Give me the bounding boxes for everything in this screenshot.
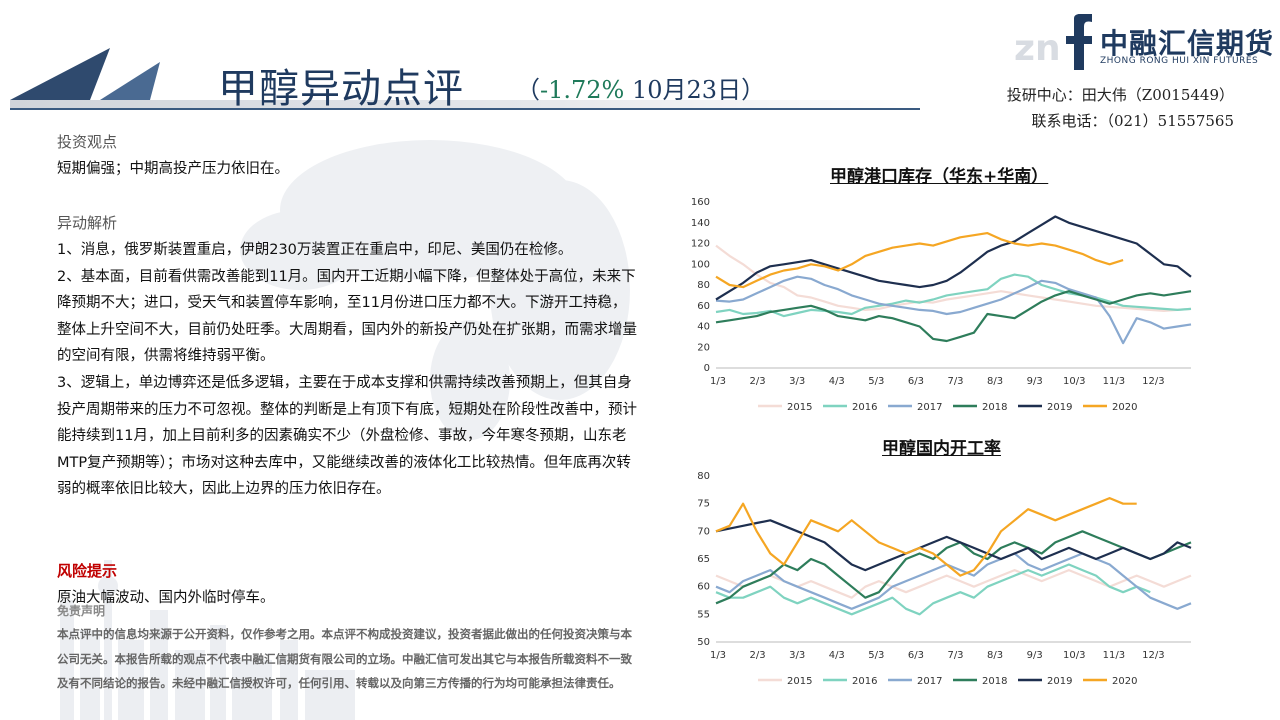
x-tick-label: 2/3: [750, 376, 766, 387]
x-tick-label: 4/3: [829, 376, 845, 387]
legend-label-2018: 2018: [982, 676, 1007, 687]
x-tick-label: 11/3: [1103, 376, 1125, 387]
series-line-2020: [715, 496, 1137, 577]
y-tick-label: 55: [697, 609, 710, 620]
legend-label-2017: 2017: [917, 676, 942, 687]
x-tick-label: 9/3: [1027, 376, 1043, 387]
x-tick-label: 12/3: [1142, 376, 1164, 387]
legend-label-2016: 2016: [852, 676, 877, 687]
operating-rate-chart: 50 55 60 65 70 75 80 1/3 2/3 3/3 4/3 5/3 6/3 7/3 8/3 9/…: [697, 471, 1192, 687]
x-tick-label: 3/3: [789, 376, 805, 387]
y-tick-label: 140: [691, 218, 710, 229]
legend-label-2015: 2015: [787, 402, 812, 413]
legend-label-2020: 2020: [1112, 402, 1137, 413]
x-tick-label: 10/3: [1063, 376, 1085, 387]
legend-label-2020: 2020: [1112, 676, 1137, 687]
series-line-2017: [715, 275, 1192, 345]
company-logo-icon: zn: [1014, 14, 1092, 70]
y-tick-label: 60: [697, 582, 710, 593]
analyst-line: 投研中心：田大伟（Z0015449）: [1006, 86, 1234, 104]
x-tick-label: 1/3: [710, 376, 726, 387]
series-line-2019: [715, 519, 1192, 572]
risk-heading: 风险提示: [57, 562, 118, 580]
y-tick-label: 50: [697, 637, 710, 648]
y-tick-label: 75: [697, 499, 710, 510]
page-title: 甲醇异动点评: [218, 66, 464, 112]
series-line-2015: [715, 244, 1192, 313]
y-tick-label: 65: [697, 554, 710, 565]
x-tick-label: 8/3: [987, 376, 1003, 387]
analysis-paragraph: 3、逻辑上，单边博弈还是低多逻辑，主要在于成本支撑和供需持续改善预期上，但其自身…: [57, 374, 637, 498]
legend-label-2019: 2019: [1047, 402, 1072, 413]
contact-info: 投研中心：田大伟（Z0015449） 联系电话：（021）51557565: [1007, 82, 1234, 134]
x-tick-label: 5/3: [868, 650, 884, 661]
legend-label-2019: 2019: [1047, 676, 1072, 687]
y-tick-label: 40: [697, 322, 710, 333]
analysis-paragraph: 2、基本面，目前看供需改善能到11月。国内开工近期小幅下降，但整体处于高位，未来…: [57, 268, 637, 365]
y-tick-label: 100: [691, 259, 710, 270]
x-tick-label: 3/3: [789, 650, 805, 661]
x-tick-label: 7/3: [947, 376, 963, 387]
chart-title-inventory: 甲醇港口库存（华东+华南）: [830, 167, 1049, 187]
y-tick-label: 160: [691, 197, 710, 208]
analysis-heading: 异动解析: [57, 214, 118, 232]
title-banner: [10, 48, 920, 110]
logo-name-cn: 中融汇信期货: [1100, 27, 1275, 60]
analysis-paragraph: 1、消息，俄罗斯装置重启，伊朗230万装置正在重启中，印尼、美国仍在检修。: [57, 242, 573, 258]
x-tick-label: 4/3: [829, 650, 845, 661]
viewpoint-text: 短期偏强；中期高投产压力依旧在。: [57, 161, 289, 177]
x-tick-label: 8/3: [987, 650, 1003, 661]
series-line-2018: [715, 530, 1192, 605]
phone-line: 联系电话：（021）51557565: [1031, 112, 1234, 130]
analysis-body: 1、消息，俄罗斯装置重启，伊朗230万装置正在重启中，印尼、美国仍在检修。 2、…: [57, 237, 637, 503]
y-tick-label: 70: [697, 526, 710, 537]
chart-title-operating-rate: 甲醇国内开工率: [882, 439, 1001, 459]
risk-text: 原油大幅波动、国内外临时停车。: [57, 590, 275, 606]
series-line-2017: [715, 552, 1192, 610]
x-tick-label: 10/3: [1063, 650, 1085, 661]
legend-label-2015: 2015: [787, 676, 812, 687]
x-tick-label: 1/3: [710, 650, 726, 661]
series-line-2020: [715, 231, 1124, 289]
y-tick-label: 20: [697, 342, 710, 353]
logo-name-en: ZHONG RONG HUI XIN FUTURES: [1100, 56, 1259, 66]
title-change: （-1.72% 10月23日）: [516, 76, 766, 104]
viewpoint-heading: 投资观点: [57, 133, 118, 151]
series-line-2018: [715, 290, 1192, 343]
inventory-chart: 0 20 40 60 80 100 120 140 160 1/3 2/3 3/3 4/3 5/3 6/3 7…: [691, 197, 1192, 413]
y-tick-label: 120: [691, 239, 710, 250]
x-tick-label: 2/3: [750, 650, 766, 661]
change-date: 10月23日）: [624, 76, 766, 104]
series-line-2016: [715, 563, 1151, 616]
y-tick-label: 60: [697, 301, 710, 312]
change-percent: -1.72%: [540, 76, 625, 104]
x-tick-label: 5/3: [868, 376, 884, 387]
series-line-2019: [715, 215, 1192, 301]
legend-label-2016: 2016: [852, 402, 877, 413]
x-tick-label: 6/3: [908, 650, 924, 661]
x-tick-label: 12/3: [1142, 650, 1164, 661]
x-tick-label: 11/3: [1103, 650, 1125, 661]
svg-text:zn: zn: [1014, 28, 1061, 69]
x-tick-label: 9/3: [1027, 650, 1043, 661]
y-tick-label: 0: [704, 363, 710, 374]
y-tick-label: 80: [697, 471, 710, 482]
legend-label-2017: 2017: [917, 402, 942, 413]
x-tick-label: 6/3: [908, 376, 924, 387]
disclaimer-heading: 免责声明: [57, 604, 106, 618]
x-tick-label: 7/3: [947, 650, 963, 661]
legend-label-2018: 2018: [982, 402, 1007, 413]
y-tick-label: 80: [697, 280, 710, 291]
disclaimer-text: 本点评中的信息均来源于公开资料，仅作参考之用。本点评不构成投资建议，投资者据此做…: [57, 627, 632, 690]
